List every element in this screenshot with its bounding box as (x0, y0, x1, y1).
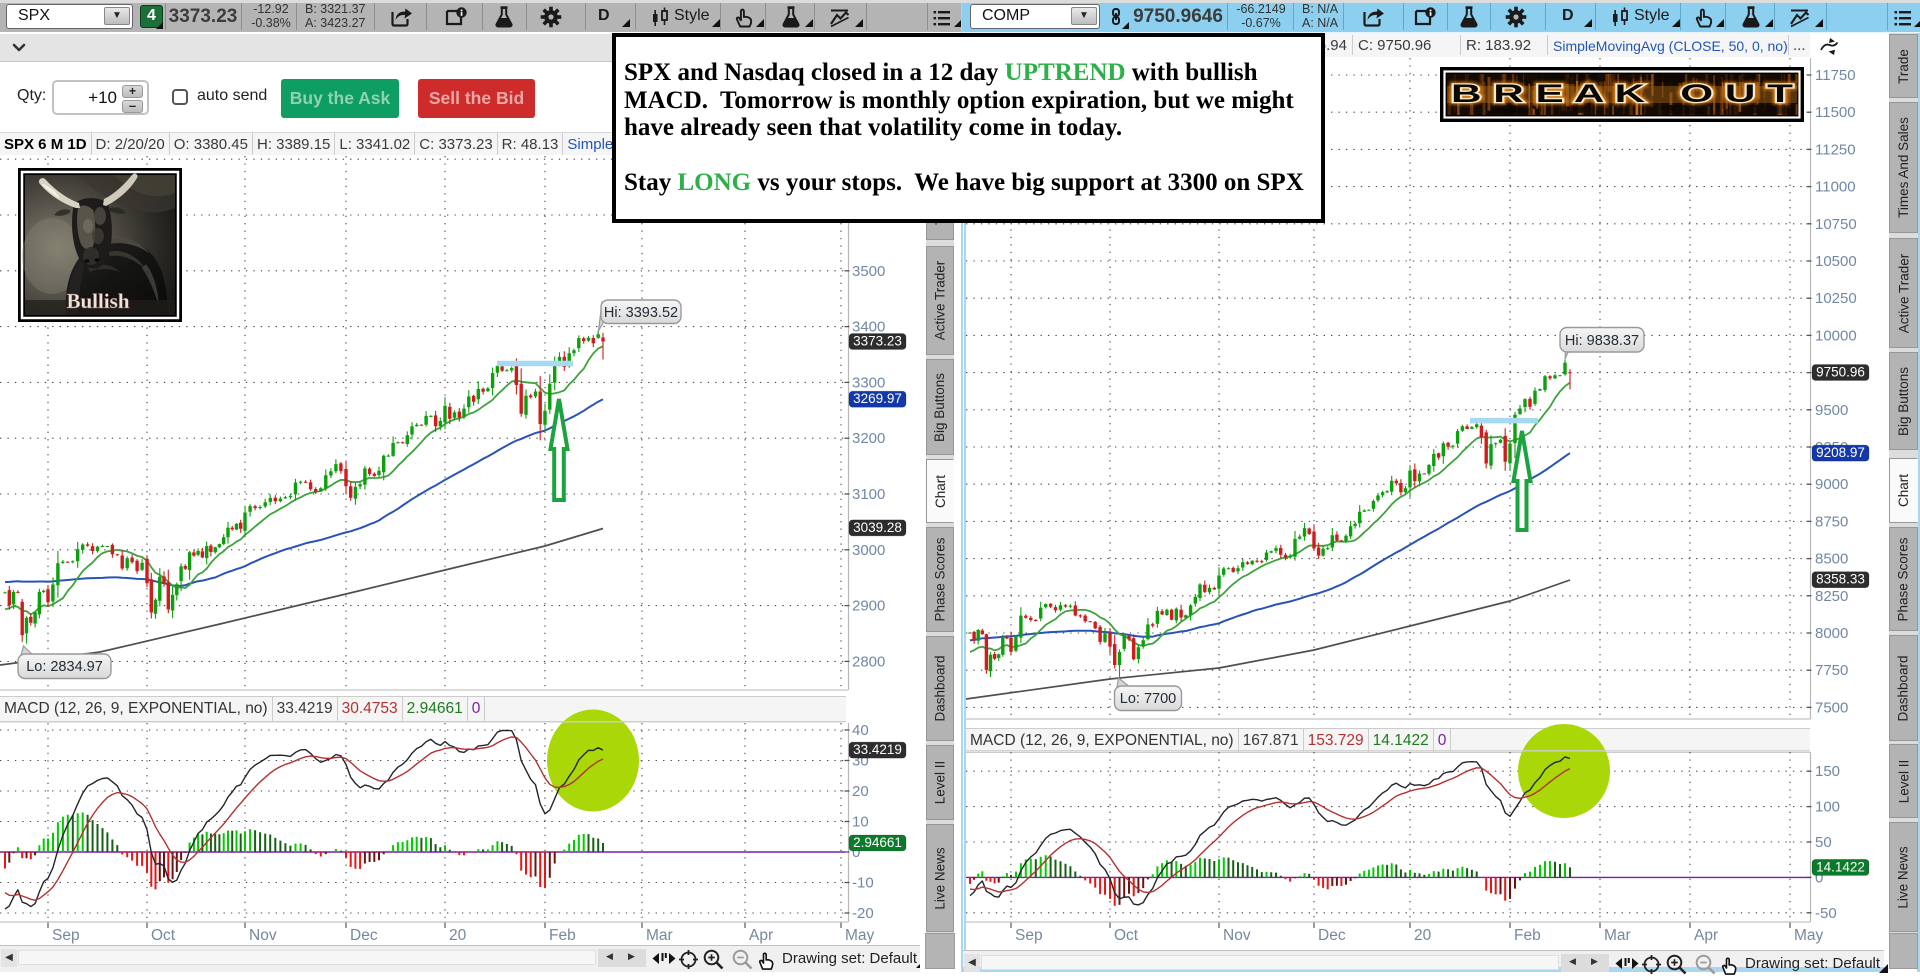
svg-text:Dec: Dec (1318, 927, 1346, 944)
svg-text:Dec: Dec (350, 927, 378, 944)
svg-text:7500: 7500 (1815, 699, 1848, 716)
svg-text:Sep: Sep (1015, 927, 1043, 944)
svg-text:50: 50 (1815, 834, 1832, 851)
svg-text:3000: 3000 (852, 542, 885, 559)
svg-text:9000: 9000 (1815, 476, 1848, 493)
svg-text:20: 20 (449, 927, 467, 944)
svg-text:May: May (845, 927, 875, 944)
svg-text:8250: 8250 (1815, 588, 1848, 605)
svg-text:3100: 3100 (852, 486, 885, 503)
svg-text:0: 0 (852, 844, 860, 861)
svg-text:11750: 11750 (1815, 67, 1856, 84)
svg-text:40: 40 (852, 722, 869, 739)
svg-text:Hi: 9838.37: Hi: 9838.37 (1565, 333, 1639, 349)
svg-text:100: 100 (1815, 799, 1840, 816)
svg-text:Nov: Nov (249, 927, 277, 944)
svg-text:9208.97: 9208.97 (1816, 445, 1865, 460)
svg-text:B R E A K O U T: B R E A K O U T (1451, 80, 1793, 108)
svg-text:2.94661: 2.94661 (853, 835, 902, 850)
svg-text:-10: -10 (852, 875, 874, 892)
svg-text:10250: 10250 (1815, 290, 1857, 307)
svg-text:8500: 8500 (1815, 551, 1848, 568)
svg-text:11250: 11250 (1815, 141, 1856, 158)
svg-text:-20: -20 (852, 905, 874, 922)
svg-text:Apr: Apr (1694, 927, 1718, 944)
svg-text:9500: 9500 (1815, 402, 1848, 419)
svg-text:10750: 10750 (1815, 216, 1857, 233)
svg-text:Oct: Oct (151, 927, 176, 944)
svg-text:Lo: 2834.97: Lo: 2834.97 (26, 659, 103, 675)
svg-text:Mar: Mar (1604, 927, 1631, 944)
svg-text:11000: 11000 (1815, 179, 1856, 196)
svg-text:33.4219: 33.4219 (853, 742, 902, 757)
svg-text:Oct: Oct (1114, 927, 1139, 944)
svg-text:20: 20 (1414, 927, 1432, 944)
svg-text:May: May (1794, 927, 1824, 944)
svg-text:10500: 10500 (1815, 253, 1857, 270)
svg-text:Feb: Feb (549, 927, 576, 944)
svg-text:0: 0 (1815, 869, 1823, 886)
svg-text:8000: 8000 (1815, 625, 1848, 642)
svg-text:10000: 10000 (1815, 327, 1857, 344)
svg-text:-50: -50 (1815, 905, 1837, 922)
svg-text:3300: 3300 (852, 374, 885, 391)
svg-text:Hi: 3393.52: Hi: 3393.52 (604, 305, 678, 321)
svg-text:3200: 3200 (852, 430, 885, 447)
svg-text:8358.33: 8358.33 (1816, 572, 1865, 587)
svg-text:20: 20 (852, 783, 869, 800)
svg-text:2900: 2900 (852, 598, 885, 615)
svg-text:Sep: Sep (52, 927, 80, 944)
svg-text:2800: 2800 (852, 653, 885, 670)
svg-text:Apr: Apr (749, 927, 773, 944)
svg-text:Mar: Mar (646, 927, 673, 944)
svg-text:B R E A K O U T: B R E A K O U T (1451, 80, 1793, 108)
svg-text:3500: 3500 (852, 263, 885, 280)
svg-text:Lo: 7700: Lo: 7700 (1120, 691, 1176, 707)
svg-text:3269.97: 3269.97 (853, 391, 902, 406)
svg-text:10: 10 (852, 814, 869, 831)
svg-text:3400: 3400 (852, 319, 885, 336)
svg-text:3039.28: 3039.28 (853, 520, 902, 535)
svg-text:3373.23: 3373.23 (853, 334, 902, 349)
svg-text:B R E A K O U T: B R E A K O U T (1451, 80, 1793, 108)
svg-text:11500: 11500 (1815, 104, 1856, 121)
svg-text:Bullish: Bullish (66, 289, 129, 313)
svg-text:Feb: Feb (1514, 927, 1541, 944)
svg-text:Nov: Nov (1223, 927, 1251, 944)
svg-text:8750: 8750 (1815, 513, 1848, 530)
svg-text:9750.96: 9750.96 (1816, 365, 1865, 380)
svg-text:14.1422: 14.1422 (1816, 859, 1865, 874)
svg-text:7750: 7750 (1815, 662, 1848, 679)
svg-text:150: 150 (1815, 763, 1840, 780)
